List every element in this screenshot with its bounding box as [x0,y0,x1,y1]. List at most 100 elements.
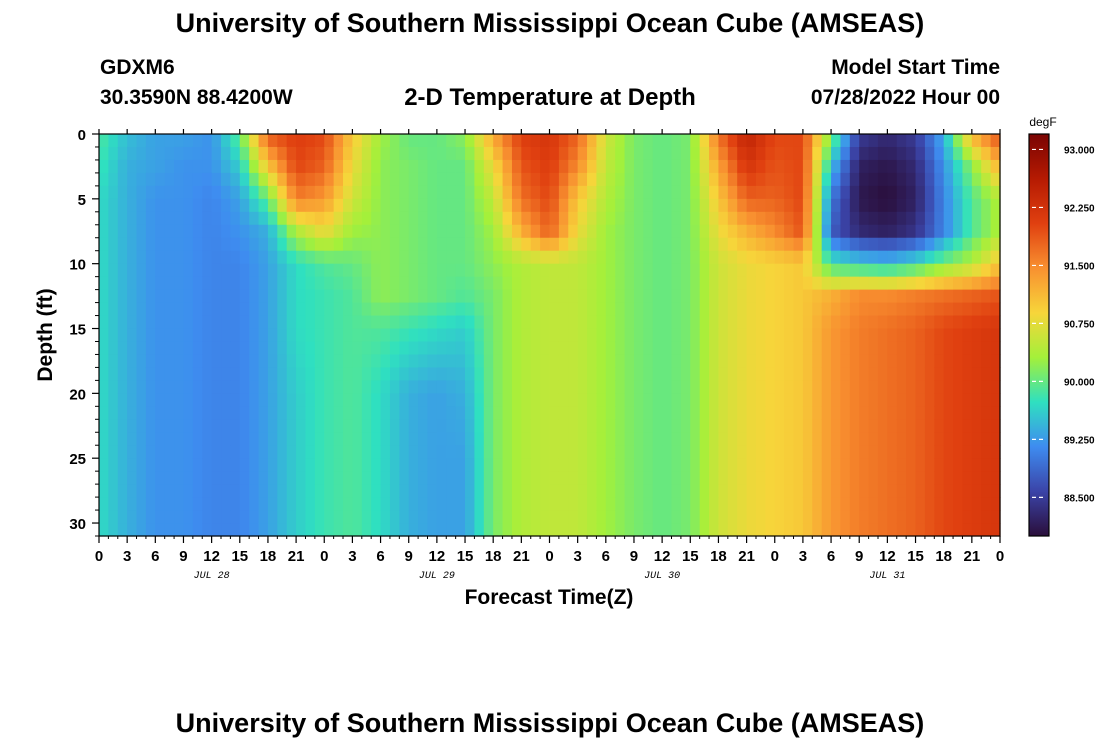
heatmap-cell [502,224,513,239]
heatmap-cell [286,328,297,343]
heatmap-cell [718,497,729,511]
heatmap-cell [784,432,795,446]
heatmap-cell [483,134,494,148]
heatmap-cell [643,134,654,148]
heatmap-cell [521,263,532,278]
heatmap-cell [389,432,400,446]
heatmap-cell [558,146,569,161]
heatmap-cell [418,523,429,537]
heatmap-cell [802,523,813,537]
heatmap-cell [981,172,992,187]
heatmap-cell [577,159,588,174]
heatmap-cell [145,458,156,472]
heatmap-cell [399,250,410,265]
heatmap-cell [671,159,682,174]
heatmap-cell [511,328,522,343]
heatmap-cell [981,484,992,498]
heatmap-cell [831,523,842,537]
heatmap-cell [211,380,222,394]
heatmap-cell [849,224,860,239]
heatmap-cell [427,289,438,304]
heatmap-cell [568,172,579,187]
heatmap-cell [145,393,156,407]
heatmap-cell [755,406,766,420]
heatmap-cell [230,341,241,356]
heatmap-cell [624,341,635,356]
heatmap-cell [530,134,541,148]
heatmap-cell [699,354,710,369]
heatmap-cell [230,367,241,381]
heatmap-cell [446,315,457,330]
heatmap-cell [774,315,785,330]
heatmap-cell [239,497,250,511]
heatmap-cell [192,134,203,148]
heatmap-cell [924,471,935,485]
heatmap-cell [483,250,494,265]
heatmap-cell [192,458,203,472]
heatmap-cell [568,458,579,472]
heatmap-cell [136,211,147,226]
heatmap-cell [774,302,785,317]
heatmap-cell [840,328,851,343]
heatmap-cell [221,185,231,200]
heatmap-cell [493,185,504,200]
heatmap-cell [662,263,673,278]
heatmap-cell [202,185,213,200]
heatmap-cell [953,406,964,420]
heatmap-cell [633,315,644,330]
heatmap-cell [127,471,138,485]
heatmap-cell [971,354,982,369]
heatmap-cell [755,393,766,407]
heatmap-cell [502,341,513,356]
heatmap-cell [877,146,888,161]
heatmap-cell [230,172,241,187]
heatmap-cell [258,523,269,537]
heatmap-cell [493,237,504,252]
heatmap-cell [277,328,288,343]
heatmap-cell [465,445,476,459]
heatmap-cell [765,134,776,148]
heatmap-cell [652,445,663,459]
heatmap-cell [755,250,766,265]
heatmap-cell [953,224,964,239]
heatmap-cell [221,523,231,537]
heatmap-cell [849,419,860,433]
y-tick-label: 20 [69,386,86,403]
heatmap-cell [211,510,222,524]
heatmap-cell [727,510,738,524]
heatmap-cell [249,172,260,187]
heatmap-cell [596,406,607,420]
heatmap-cell [540,484,551,498]
heatmap-cell [868,354,879,369]
heatmap-cell [727,497,738,511]
heatmap-cell [483,146,494,161]
heatmap-cell [793,134,804,148]
heatmap-cell [465,510,476,524]
heatmap-cell [389,250,400,265]
heatmap-cell [305,432,316,446]
heatmap-cell [296,341,307,356]
heatmap-cell [887,315,898,330]
heatmap-cell [286,302,297,317]
heatmap-cell [868,185,879,200]
heatmap-cell [915,276,926,291]
heatmap-cell [127,211,138,226]
heatmap-cell [587,237,598,252]
heatmap-cell [671,237,682,252]
heatmap-cell [558,198,569,213]
heatmap-cell [802,328,813,343]
heatmap-cell [436,134,447,148]
heatmap-cell [577,198,588,213]
heatmap-cell [145,432,156,446]
heatmap-cell [840,237,851,252]
heatmap-cell [474,380,485,394]
heatmap-cell [511,406,522,420]
heatmap-cell [690,134,701,148]
heatmap-cell [633,406,644,420]
heatmap-cell [465,289,476,304]
heatmap-cell [127,263,138,278]
heatmap-cell [493,354,504,369]
heatmap-cell [727,302,738,317]
heatmap-cell [258,458,269,472]
heatmap-cell [699,211,710,226]
